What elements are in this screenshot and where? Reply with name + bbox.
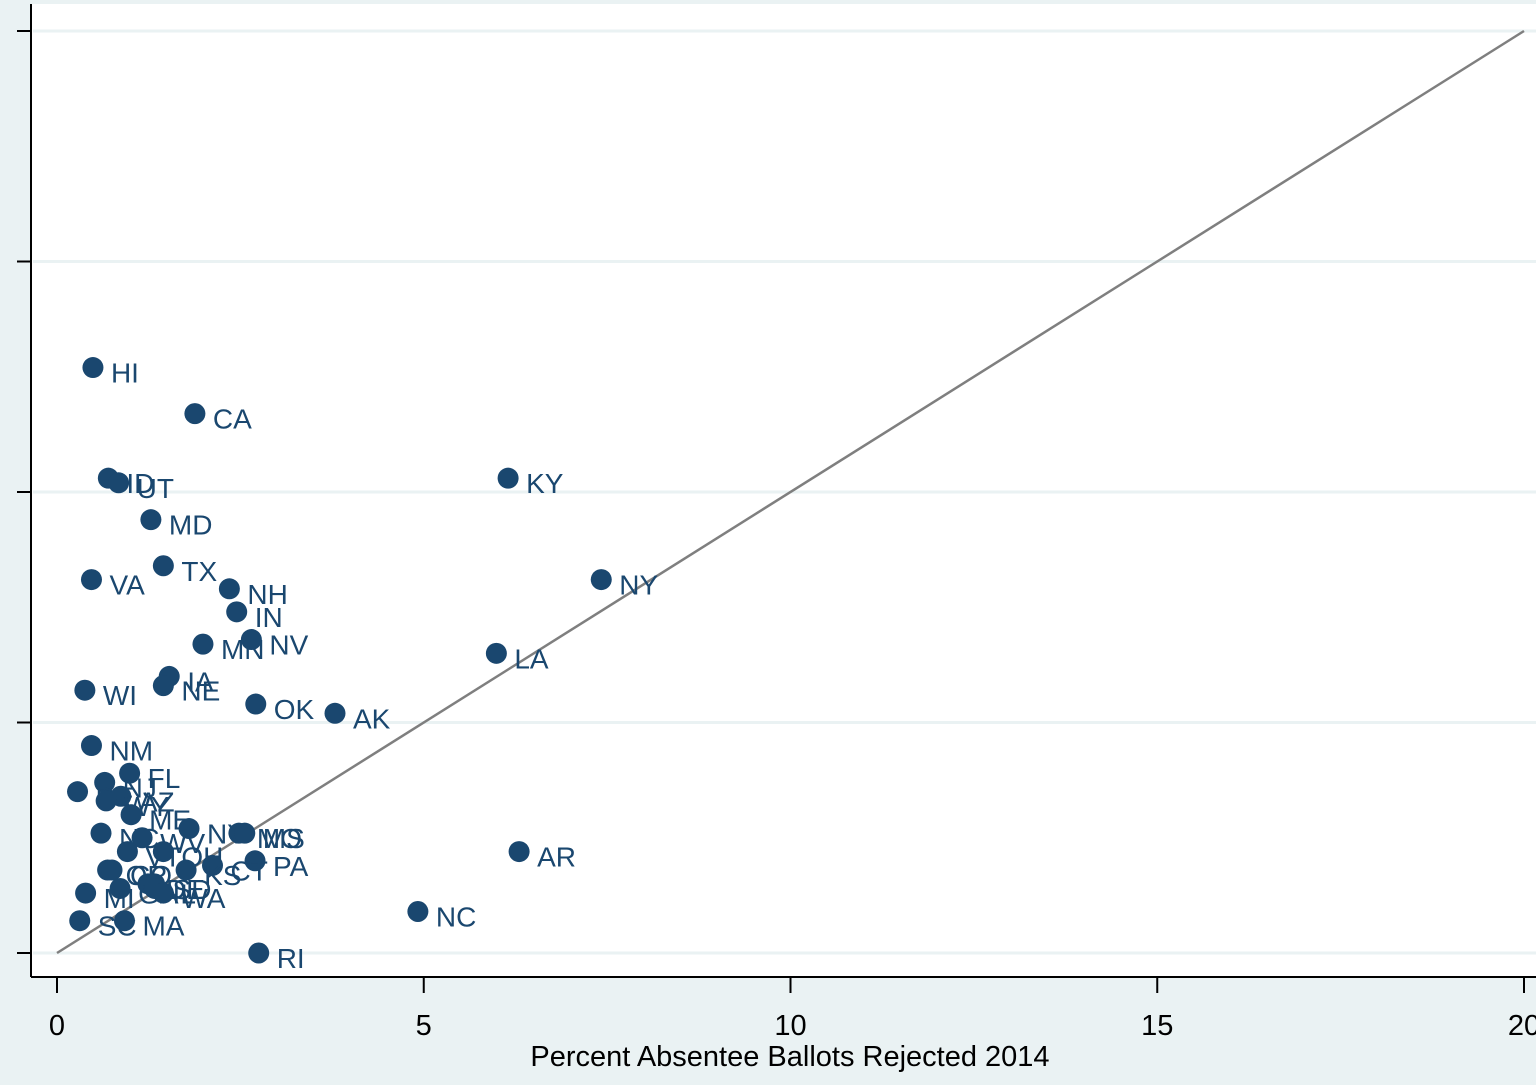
data-point xyxy=(152,841,174,863)
point-label: AK xyxy=(353,703,391,734)
data-point xyxy=(244,850,266,872)
data-point xyxy=(101,859,123,881)
data-point xyxy=(218,578,240,600)
data-point xyxy=(184,403,206,425)
point-label: KS xyxy=(204,860,241,891)
point-label: NH xyxy=(247,579,287,610)
data-point xyxy=(226,601,248,623)
data-point xyxy=(75,882,97,904)
reference-line xyxy=(56,29,1525,955)
data-point xyxy=(508,841,530,863)
data-point xyxy=(74,679,96,701)
point-label: WI xyxy=(103,680,137,711)
point-label: NM xyxy=(109,736,153,767)
data-point xyxy=(324,702,346,724)
data-point xyxy=(192,633,214,655)
point-label: CA xyxy=(213,404,252,435)
data-point xyxy=(234,822,256,844)
data-point xyxy=(131,827,153,849)
data-point xyxy=(80,735,102,757)
data-point xyxy=(152,675,174,697)
point-label: IA xyxy=(187,666,214,697)
data-point xyxy=(116,841,138,863)
data-point xyxy=(95,790,117,812)
point-label: MS xyxy=(263,823,305,854)
data-point xyxy=(109,877,131,899)
data-point xyxy=(202,854,224,876)
x-tick-label: 0 xyxy=(49,1010,65,1042)
point-label: CT xyxy=(231,855,268,886)
data-point xyxy=(82,357,104,379)
point-label: UT xyxy=(137,473,174,504)
data-point xyxy=(497,467,519,489)
point-label: OK xyxy=(274,694,315,725)
data-point xyxy=(108,472,130,494)
x-tick-label: 5 xyxy=(416,1010,432,1042)
axis-ticks: 0 5 10 15 20 xyxy=(17,30,1536,1042)
data-point xyxy=(120,804,142,826)
point-label: MI xyxy=(104,883,135,914)
x-tick-label: 20 xyxy=(1508,1010,1536,1042)
data-point xyxy=(407,901,429,923)
point-label: AR xyxy=(537,842,576,873)
data-point xyxy=(113,910,135,932)
data-point xyxy=(119,762,141,784)
data-point xyxy=(485,642,507,664)
data-point xyxy=(69,910,91,932)
point-label: RI xyxy=(277,943,305,974)
point-label: IL xyxy=(173,878,196,909)
x-tick-label: 10 xyxy=(774,1010,806,1042)
point-label: MO xyxy=(257,823,302,854)
data-point xyxy=(245,693,267,715)
data-point xyxy=(590,569,612,591)
data-point xyxy=(67,781,89,803)
point-label: LA xyxy=(514,643,549,674)
point-label: NY xyxy=(619,570,658,601)
point-label: VA xyxy=(109,570,145,601)
data-point xyxy=(80,569,102,591)
point-label: IN xyxy=(255,602,283,633)
data-point xyxy=(178,818,200,840)
x-tick-label: 15 xyxy=(1141,1010,1173,1042)
point-label: MA xyxy=(142,911,184,942)
point-label: TX xyxy=(181,556,217,587)
data-point xyxy=(152,882,174,904)
point-label: NC xyxy=(436,902,476,933)
point-label: FL xyxy=(148,763,181,794)
data-point xyxy=(94,771,116,793)
data-point xyxy=(175,859,197,881)
point-label: NV xyxy=(269,630,308,661)
point-label: ID xyxy=(126,468,154,499)
point-label: KY xyxy=(526,468,564,499)
data-point xyxy=(152,555,174,577)
point-label: PA xyxy=(273,851,309,882)
data-point xyxy=(90,822,112,844)
point-label: WA xyxy=(181,883,225,914)
x-axis-title: Percent Absentee Ballots Rejected 2014 xyxy=(530,1041,1049,1073)
point-label: SD xyxy=(173,874,212,905)
grid-lines xyxy=(33,29,1536,955)
data-point xyxy=(140,509,162,531)
point-label: NE xyxy=(181,676,220,707)
data-point xyxy=(240,629,262,651)
point-label: HI xyxy=(111,358,139,389)
data-point xyxy=(248,942,270,964)
point-label: MD xyxy=(169,510,213,541)
reference-line-layer xyxy=(56,29,1525,955)
point-label: AZ xyxy=(139,786,175,817)
